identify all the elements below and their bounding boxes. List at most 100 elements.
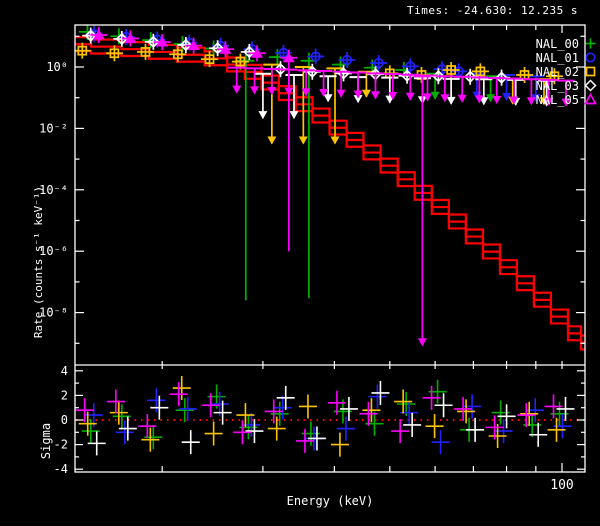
legend-label: NAL_05: [535, 92, 579, 107]
circle-symbol: [405, 61, 416, 72]
main-panel-data: [75, 25, 585, 351]
circle-glyph: [585, 52, 596, 63]
residuals-NAL_05: [75, 382, 563, 453]
sigma-tick-label: -2: [54, 438, 68, 452]
y-tick-label: 10⁰: [46, 60, 68, 74]
arrow-head: [323, 94, 333, 103]
circle-symbol: [373, 57, 384, 69]
series-NAL_02: [75, 42, 563, 145]
arrow-head: [353, 95, 363, 104]
arrow-head: [561, 98, 571, 107]
triangle-symbol: [187, 40, 200, 51]
diamond-symbol: [495, 71, 508, 84]
arrow-head: [267, 87, 277, 96]
arrow-head: [319, 89, 329, 98]
circle-icon: [585, 52, 596, 63]
model-histogram: [75, 36, 585, 337]
square-symbol: [77, 45, 88, 56]
arrow-head: [474, 95, 484, 104]
triangle-symbol: [92, 29, 105, 40]
triangle-symbol: [282, 52, 295, 63]
legend-label: NAL_03: [535, 78, 579, 93]
residuals-NAL_01: [84, 384, 572, 455]
y-tick-label: 10⁻²: [39, 121, 68, 135]
triangle-symbol: [156, 36, 169, 47]
triangle-glyph: [584, 93, 597, 105]
arrow-head: [258, 111, 268, 120]
arrow-head: [446, 96, 456, 105]
arrow-head: [267, 136, 277, 145]
arrow-head: [336, 89, 346, 98]
model-histogram: [75, 49, 585, 351]
arrow-head: [544, 97, 554, 106]
legend-item-nal_01: NAL_01: [517, 50, 597, 65]
diamond-symbol: [147, 35, 160, 49]
arrow-head: [417, 338, 427, 347]
circle-symbol: [342, 54, 353, 65]
arrow-head: [284, 87, 294, 96]
diamond-symbol: [179, 38, 193, 52]
diamond-symbol: [211, 41, 224, 55]
arrow-head: [509, 96, 519, 105]
square-icon: [585, 66, 596, 77]
arrow-head: [249, 86, 259, 95]
model-histogram: [75, 43, 585, 344]
plot-border: [74, 24, 586, 473]
square-glyph: [585, 66, 596, 77]
arrow-head: [361, 89, 371, 98]
triangle-symbol: [251, 47, 263, 58]
square-symbol: [204, 54, 215, 65]
arrow-head: [232, 85, 242, 94]
arrow-head: [330, 136, 340, 145]
plus-icon: [585, 38, 596, 49]
sigma-tick-label: 2: [61, 388, 68, 402]
triangle-symbol: [124, 32, 137, 43]
sigma-tick-label: 0: [61, 413, 68, 427]
square-symbol: [172, 49, 183, 60]
y-tick-label: 10⁻⁸: [39, 306, 68, 320]
arrow-head: [502, 92, 512, 101]
sigma-panel-data: [75, 376, 584, 457]
y-axis-label: Rate (counts s⁻¹ keV⁻¹): [32, 186, 45, 338]
diamond-symbol: [84, 29, 97, 42]
legend-label: NAL_01: [535, 50, 579, 65]
diamond-symbol: [274, 62, 287, 76]
residuals-NAL_00: [81, 379, 569, 450]
legend-label: NAL_00: [535, 36, 579, 51]
sigma-tick-label: -4: [54, 462, 68, 476]
arrow-head: [388, 92, 398, 101]
arrow-head: [298, 136, 308, 145]
legend-label: NAL_02: [535, 64, 579, 79]
arrow-head: [301, 88, 311, 97]
diamond-symbol: [115, 32, 129, 46]
triangle-icon: [584, 93, 597, 105]
square-symbol: [235, 56, 246, 67]
circle-symbol: [310, 51, 321, 62]
arrow-head: [531, 94, 541, 103]
arrow-head: [430, 91, 440, 100]
square-symbol: [475, 66, 486, 77]
legend-item-nal_05: NAL_05: [517, 92, 597, 107]
legend-item-nal_00: NAL_00: [517, 36, 597, 51]
sigma-axis-label: Sigma: [39, 423, 53, 459]
diamond-glyph: [584, 79, 597, 92]
arrow-head: [353, 90, 363, 99]
series-NAL_05: [90, 27, 575, 347]
arrow-head: [440, 94, 450, 103]
x-tick-label: 100: [550, 478, 573, 493]
arrow-head: [370, 91, 380, 100]
axes: 100 10⁰ 10⁻² 10⁻⁴ 10⁻⁶ 10⁻⁸ 4 2 0 -2 -4 Energy (keV…: [32, 24, 586, 508]
legend-item-nal_02: NAL_02: [517, 64, 597, 79]
arrow-head: [289, 111, 299, 120]
y-tick-label: 10⁻⁶: [39, 244, 68, 258]
x-axis-label: Energy (keV): [287, 494, 374, 508]
time-range-label: Times: -24.630: 12.235 s: [407, 4, 578, 17]
arrow-head: [526, 97, 536, 106]
diamond-icon: [584, 79, 597, 92]
sigma-tick-label: 4: [61, 364, 68, 378]
arrow-head: [423, 93, 433, 102]
square-symbol: [109, 48, 120, 59]
triangle-symbol: [219, 43, 232, 54]
